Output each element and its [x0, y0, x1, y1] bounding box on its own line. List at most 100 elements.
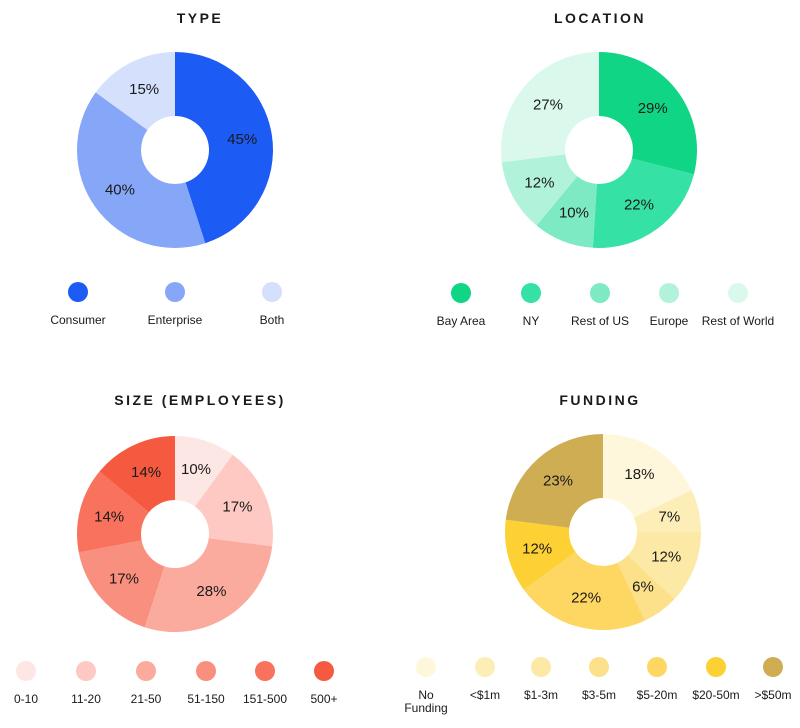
funding-slice-50m [505, 434, 603, 528]
type-label-both: 15% [129, 81, 159, 98]
funding-label-no-funding: 18% [624, 466, 654, 483]
funding-slice-1-3m [627, 532, 701, 600]
funding-legend-label: >$50m [754, 688, 792, 702]
size-legend-swatch [136, 661, 156, 681]
type-legend-item-enterprise: Enterprise [120, 282, 230, 327]
type-chart-title: TYPE [176, 10, 224, 26]
type-slice-enterprise [77, 92, 206, 248]
funding-legend-label: <$1m [469, 688, 501, 702]
type-legend-label: Enterprise [147, 313, 203, 327]
location-legend-label: NY [522, 314, 540, 328]
size-legend-item-151-500: 151-500 [210, 661, 320, 706]
size-legend-item-21-50: 21-50 [91, 661, 201, 706]
funding-legend-item-5-20m: $5-20m [602, 657, 712, 702]
size-legend-swatch [314, 661, 334, 681]
funding-chart-title: FUNDING [559, 392, 641, 408]
size-legend-label: 51-150 [187, 692, 225, 706]
size-slice-151-500 [77, 471, 149, 553]
funding-slice-20-50m [505, 519, 576, 590]
location-slice-bay-area [599, 52, 697, 175]
type-slice-consumer [175, 52, 273, 244]
funding-legend-item-1-3m: $1-3m [486, 657, 596, 702]
funding-legend-swatch [416, 657, 436, 677]
size-label-51-150: 17% [109, 570, 139, 587]
type-legend-swatch [262, 282, 282, 302]
size-chart-title: SIZE (EMPLOYEES) [114, 392, 286, 408]
funding-donut-chart: 18% 7% 12% 6% 22% 12% 23% [505, 434, 701, 630]
size-legend-swatch [76, 661, 96, 681]
type-legend-item-both: Both [217, 282, 327, 327]
location-legend-item-rest-of-world: Rest of World [683, 283, 793, 328]
location-label-bay-area: 29% [638, 100, 668, 117]
size-slice-11-20 [194, 454, 273, 547]
funding-legend-label: No Funding [404, 688, 448, 715]
size-legend-item-500: 500+ [269, 661, 379, 706]
size-label-21-50: 28% [196, 583, 226, 600]
location-chart-title: LOCATION [553, 10, 647, 26]
size-legend-label: 11-20 [71, 692, 101, 706]
funding-slice-3-5m [617, 555, 675, 621]
size-slice-0-10 [175, 436, 233, 507]
funding-legend-label: $3-5m [581, 688, 616, 702]
size-label-11-20: 17% [222, 498, 252, 515]
funding-legend-swatch [706, 657, 726, 677]
size-label-151-500: 14% [94, 509, 124, 526]
funding-slice-1m [633, 490, 701, 532]
location-legend-item-rest-of-us: Rest of US [545, 283, 655, 328]
funding-legend-item-no-funding: No Funding [371, 657, 481, 715]
location-legend-label: Rest of World [701, 314, 775, 328]
size-label-0-10: 10% [181, 461, 211, 478]
location-legend-label: Rest of US [570, 314, 630, 328]
location-legend-swatch [590, 283, 610, 303]
funding-legend-swatch [475, 657, 495, 677]
size-donut-chart: 10% 17% 28% 17% 14% 14% [77, 436, 273, 632]
funding-legend-item-3-5m: $3-5m [544, 657, 654, 702]
type-legend-item-consumer: Consumer [23, 282, 133, 327]
funding-label-1m: 7% [659, 509, 681, 526]
size-legend-label: 500+ [310, 692, 338, 706]
location-slice-europe [501, 154, 578, 226]
location-slice-rest-of-us [536, 176, 597, 248]
size-legend-label: 151-500 [242, 692, 288, 706]
location-donut-chart: 29% 22% 10% 12% 27% [501, 52, 697, 248]
location-legend-item-bay-area: Bay Area [406, 283, 516, 328]
type-legend-swatch [68, 282, 88, 302]
funding-legend-item-50m: >$50m [718, 657, 800, 702]
size-slice-21-50 [144, 538, 273, 632]
type-label-consumer: 45% [227, 131, 257, 148]
type-legend-label: Both [259, 313, 285, 327]
funding-legend-swatch [589, 657, 609, 677]
funding-legend-swatch [531, 657, 551, 677]
funding-slice-no-funding [603, 434, 692, 518]
size-slice-51-150 [78, 540, 165, 628]
funding-legend-label: $1-3m [523, 688, 558, 702]
size-legend-swatch [196, 661, 216, 681]
location-slice-rest-of-world [501, 52, 599, 163]
funding-label-20-50m: 12% [522, 540, 552, 557]
funding-legend-item-1m: <$1m [430, 657, 540, 702]
funding-legend-label: $20-50m [692, 688, 740, 702]
size-legend-item-51-150: 51-150 [151, 661, 261, 706]
location-legend-swatch [728, 283, 748, 303]
location-legend-label: Bay Area [436, 314, 486, 328]
location-legend-item-europe: Europe [614, 283, 724, 328]
location-legend-swatch [451, 283, 471, 303]
location-legend-label: Europe [649, 314, 689, 328]
location-label-europe: 12% [524, 174, 554, 191]
size-legend-swatch [255, 661, 275, 681]
type-label-enterprise: 40% [105, 181, 135, 198]
size-legend-label: 21-50 [130, 692, 162, 706]
location-legend-swatch [659, 283, 679, 303]
funding-label-3-5m: 6% [632, 579, 654, 596]
size-legend-swatch [16, 661, 36, 681]
location-label-rest-of-world: 27% [533, 97, 563, 114]
size-legend-item-11-20: 11-20 [31, 661, 141, 706]
funding-label-5-20m: 22% [571, 589, 601, 606]
type-legend-swatch [165, 282, 185, 302]
funding-slice-5-20m [523, 551, 645, 630]
size-legend-item-0-10: 0-10 [0, 661, 81, 706]
location-label-rest-of-us: 10% [559, 205, 589, 222]
type-legend-label: Consumer [50, 313, 106, 327]
type-slice-both [95, 52, 175, 131]
funding-legend-item-20-50m: $20-50m [661, 657, 771, 702]
